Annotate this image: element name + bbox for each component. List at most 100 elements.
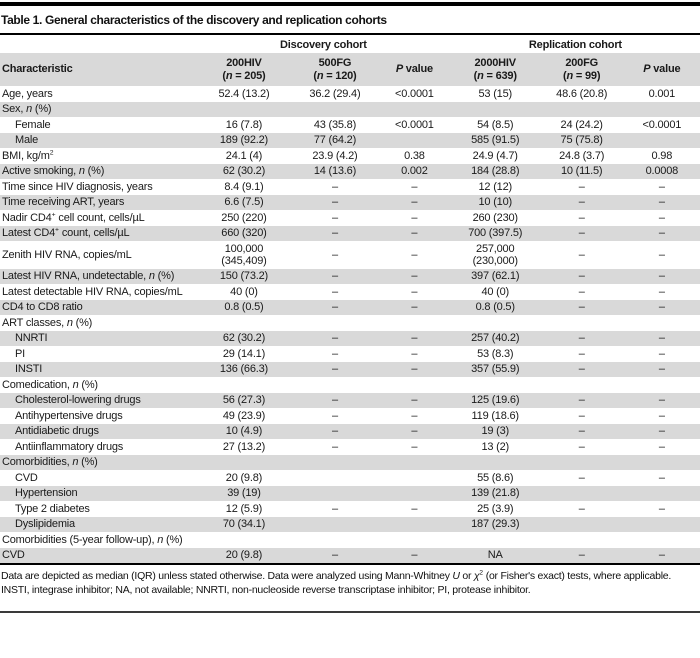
cell-value: – (578, 394, 585, 407)
cell-value (624, 377, 700, 393)
cell-value: – (331, 347, 338, 360)
cell-value: 20 (9.8) (225, 549, 263, 562)
cell-value: – (578, 471, 585, 484)
cell-value: – (658, 332, 665, 345)
cell-value: 53 (15) (478, 87, 513, 100)
cell-value (451, 455, 540, 471)
cell-value: – (658, 248, 665, 261)
cell-value: – (411, 301, 418, 314)
table-row: Dyslipidemia 70 (34.1) 187 (29.3) (0, 516, 700, 533)
cell-value: – (658, 549, 665, 562)
cell-value: 25 (3.9) (477, 502, 514, 515)
row-label: Time receiving ART, years (2, 196, 125, 209)
cell-value: 55 (8.6) (477, 471, 514, 484)
cell-value: 257 (40.2) (471, 332, 520, 345)
cell-value: 16 (7.8) (225, 118, 263, 131)
row-label: Latest HIV RNA, undetectable, n (%) (2, 270, 175, 283)
cell-value: – (578, 270, 585, 283)
table-row: CVD 20 (9.8) 55 (8.6) – – (0, 470, 700, 486)
cell-value (378, 486, 451, 502)
cell-value: 0.001 (648, 87, 676, 100)
cell-value (378, 315, 451, 331)
cell-value: – (578, 196, 585, 209)
cohort-n: (n = 639) (473, 69, 517, 82)
cell-value: <0.0001 (642, 118, 682, 131)
cohort-n: (n = 205) (222, 69, 266, 82)
cell-value: 125 (19.6) (471, 394, 520, 407)
row-label: Active smoking, n (%) (2, 165, 105, 178)
cell-value (540, 486, 624, 502)
row-label: Latest CD4+ count, cells/µL (2, 226, 130, 240)
group-header-discovery: Discovery cohort (280, 39, 367, 51)
cell-value: – (331, 502, 338, 515)
cell-value: 24.1 (4) (225, 149, 263, 162)
footnote-statistics: Data are depicted as median (IQR) unless… (1, 569, 672, 582)
cell-value (624, 486, 700, 502)
cell-value: – (578, 409, 585, 422)
cell-value: 53 (8.3) (477, 347, 514, 360)
table-row: Time since HIV diagnosis, years 8.4 (9.1)… (0, 179, 700, 195)
cell-value: – (331, 211, 338, 224)
cell-value: 0.38 (404, 149, 425, 162)
cell-value: 27 (13.2) (222, 440, 266, 453)
cell-value: – (578, 425, 585, 438)
cell-value: 43 (35.8) (313, 118, 357, 131)
table-row: Hypertension 39 (19) 139 (21.8) (0, 485, 700, 502)
cell-value (196, 455, 292, 471)
table-row: Latest CD4+ count, cells/µL 660 (320) – – 70… (0, 225, 700, 241)
table-row: Latest detectable HIV RNA, copies/mL 40 (… (0, 284, 700, 300)
cell-value (292, 455, 378, 471)
cell-value (624, 315, 700, 331)
cell-value (540, 377, 624, 393)
cell-value: – (658, 502, 665, 515)
column-header-500fg: 500FG (n = 120) (291, 53, 378, 86)
cell-value: – (658, 363, 665, 376)
cell-value (292, 517, 378, 533)
cell-value: – (411, 549, 418, 562)
column-header-pvalue-replication: P value (623, 53, 700, 86)
table-bottom-rule (0, 563, 700, 565)
cohort-name: 500FG (318, 57, 352, 69)
cell-value: 49 (23.9) (222, 409, 266, 422)
cell-value: 357 (55.9) (471, 363, 520, 376)
cohort-name: 200FG (565, 57, 598, 69)
table-row: Antiinflammatory drugs 27 (13.2) – – 13 (2) –… (0, 439, 700, 455)
cell-value: 187 (29.3) (471, 518, 520, 531)
cell-value: – (331, 196, 338, 209)
cell-value: – (331, 440, 338, 453)
cell-value: – (578, 363, 585, 376)
cell-value: – (331, 332, 338, 345)
cell-value: 660 (320) (221, 227, 267, 240)
cell-value (292, 102, 378, 118)
table-row: ART classes, n (%) (0, 315, 700, 331)
cell-value: 20 (9.8) (225, 471, 263, 484)
cell-value: 10 (11.5) (560, 165, 603, 178)
cohort-n: (n = 99) (563, 69, 601, 82)
cell-value (540, 517, 624, 533)
cell-value: 48.6 (20.8) (556, 87, 608, 100)
cell-value: 14 (13.6) (313, 165, 357, 178)
figure-bottom-rule (0, 610, 700, 613)
row-label: INSTI (15, 363, 43, 376)
cell-value: 19 (3) (481, 425, 509, 438)
cell-value: – (411, 425, 418, 438)
cell-value: 10 (4.9) (225, 425, 263, 438)
title-rule (0, 33, 700, 35)
row-label: Latest detectable HIV RNA, copies/mL (2, 285, 183, 298)
column-header-2000hiv: 2000HIV (n = 639) (450, 53, 540, 86)
cell-value: – (411, 211, 418, 224)
row-label: PI (15, 347, 25, 360)
cell-value: 257,000 (230,000) (472, 242, 518, 267)
row-label: Comedication, n (%) (2, 378, 98, 391)
table-row: Type 2 diabetes 12 (5.9) – – 25 (3.9) – – (0, 501, 700, 517)
cell-value (378, 532, 451, 548)
cell-value: – (658, 211, 665, 224)
cell-value: – (411, 347, 418, 360)
cell-value (451, 532, 540, 548)
table-row: PI 29 (14.1) – – 53 (8.3) – – (0, 346, 700, 362)
row-label: Comorbidities (5-year follow-up), n (%) (2, 533, 183, 546)
cell-value: – (331, 285, 338, 298)
group-header-spacer (0, 35, 196, 53)
cell-value (624, 532, 700, 548)
cell-value: – (331, 180, 338, 193)
